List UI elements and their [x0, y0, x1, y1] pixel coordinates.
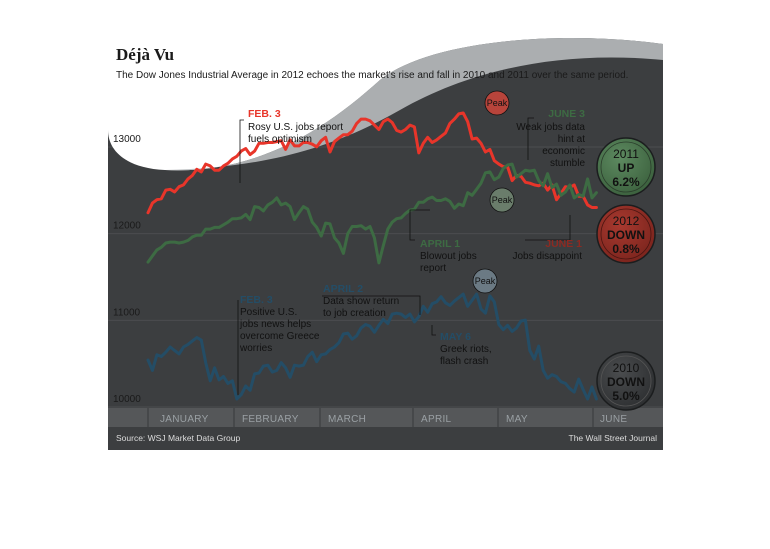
badge-change: 6.2%	[612, 175, 640, 189]
x-tick-label: MARCH	[328, 414, 366, 425]
source-note: Source: WSJ Market Data Group	[116, 433, 241, 443]
annotation-line: flash crash	[440, 356, 488, 367]
header-swoosh-shadow	[165, 38, 663, 171]
peak-marker-2010: Peak	[472, 268, 498, 294]
annotation-line: hint at	[558, 134, 585, 145]
peak-label: Peak	[475, 276, 496, 286]
credit-note: The Wall Street Journal	[569, 433, 658, 443]
x-tick-label: MAY	[506, 414, 528, 425]
peak-marker-2011: Peak	[489, 187, 515, 213]
peak-label: Peak	[492, 195, 513, 205]
badge-year: 2011	[613, 147, 639, 161]
annotation-2011-june3: JUNE 3 Weak jobs data hint at economic s…	[516, 108, 585, 169]
annotation-line: stumble	[550, 158, 585, 169]
badge-direction: DOWN	[607, 375, 645, 389]
annotation-2012-june1: JUNE 1 Jobs disappoint	[513, 238, 583, 262]
badge-2012: 2012 DOWN 0.8%	[596, 204, 656, 264]
series-line-2011	[146, 162, 598, 265]
y-tick-label: 13000	[113, 134, 141, 145]
badge-change: 0.8%	[612, 242, 640, 256]
header-swoosh	[108, 36, 663, 171]
badge-direction: UP	[618, 161, 635, 175]
y-tick-label: 11000	[113, 307, 141, 318]
annotation-heading: FEB. 3	[240, 294, 273, 306]
x-tick-label: JANUARY	[160, 414, 209, 425]
annotation-line: Jobs disappoint	[513, 251, 583, 262]
peak-marker-2012: Peak	[484, 90, 510, 116]
annotation-line: Blowout jobs	[420, 251, 477, 262]
y-tick-label: 12000	[113, 221, 141, 232]
annotation-2012-feb3: FEB. 3 Rosy U.S. jobs report fuels optim…	[248, 108, 343, 145]
x-tick-label: JUNE	[600, 414, 627, 425]
badge-2011: 2011 UP 6.2%	[596, 137, 656, 197]
annotation-line: Positive U.S.	[240, 307, 297, 318]
chart-subtitle: The Dow Jones Industrial Average in 2012…	[116, 70, 628, 81]
badge-direction: DOWN	[607, 228, 645, 242]
annotation-heading: FEB. 3	[248, 108, 281, 120]
series-layer	[146, 111, 598, 401]
callout-lines	[237, 117, 571, 395]
series-line-2012	[146, 111, 598, 215]
series-line-2010	[146, 292, 598, 401]
annotation-heading: APRIL 2	[323, 283, 363, 295]
annotation-line: fuels optimism	[248, 134, 312, 145]
annotation-2010-feb3: FEB. 3 Positive U.S. jobs news helps ove…	[239, 294, 320, 354]
badge-year: 2010	[613, 361, 640, 375]
peak-label: Peak	[487, 98, 508, 108]
x-axis-band	[108, 408, 663, 427]
annotation-line: Greek riots,	[440, 344, 492, 355]
annotation-line: report	[420, 263, 446, 274]
footer-band	[108, 427, 663, 450]
annotation-line: Rosy U.S. jobs report	[248, 122, 343, 133]
x-axis-dividers	[147, 408, 594, 427]
y-tick-label: 10000	[113, 394, 141, 405]
annotation-line: economic	[542, 146, 585, 157]
annotation-line: to job creation	[323, 308, 386, 319]
annotation-2010-may6: MAY 6 Greek riots, flash crash	[440, 331, 492, 367]
annotation-heading: JUNE 1	[545, 238, 582, 250]
annotation-line: worries	[239, 343, 272, 354]
annotation-line: jobs news helps	[239, 319, 311, 330]
chart-title: Déjà Vu	[116, 45, 174, 64]
annotation-line: overcome Greece	[240, 331, 320, 342]
badge-year: 2012	[613, 214, 640, 228]
x-tick-label: FEBRUARY	[242, 414, 299, 425]
annotation-heading: MAY 6	[440, 331, 471, 343]
badge-change: 5.0%	[612, 389, 640, 403]
annotation-line: Weak jobs data	[516, 122, 585, 133]
badge-2010: 2010 DOWN 5.0%	[596, 351, 656, 411]
annotation-2011-april1: APRIL 1 Blowout jobs report	[420, 238, 477, 274]
annotation-line: Data show return	[323, 296, 399, 307]
x-tick-label: APRIL	[421, 414, 452, 425]
annotation-heading: JUNE 3	[548, 108, 585, 120]
annotation-heading: APRIL 1	[420, 238, 460, 250]
annotation-2010-april2: APRIL 2 Data show return to job creation	[323, 283, 399, 319]
